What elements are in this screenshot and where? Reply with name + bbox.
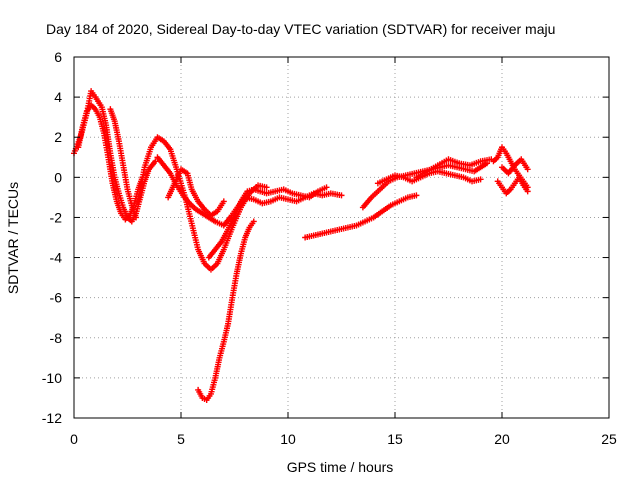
data-point xyxy=(338,192,345,199)
grid xyxy=(74,57,609,418)
x-tick-label: 20 xyxy=(494,431,510,447)
x-tick-label: 10 xyxy=(280,431,296,447)
x-tick-label: 25 xyxy=(601,431,617,447)
axis-ticks: 0 5 10 15 20 25 -12 -10 -8 -6 -4 -2 0 2 4 6 xyxy=(42,49,617,447)
chart-title: Day 184 of 2020, Sidereal Day-to-day VTE… xyxy=(46,21,555,37)
x-tick-label: 5 xyxy=(177,431,185,447)
y-axis-label: SDTVAR / TECUs xyxy=(5,182,21,294)
y-tick-label: 2 xyxy=(54,129,62,145)
data-point xyxy=(133,214,140,221)
data-point xyxy=(220,198,227,205)
data-point xyxy=(250,218,257,225)
y-tick-label: -2 xyxy=(50,209,63,225)
data-point xyxy=(477,176,484,183)
data-point xyxy=(524,166,531,173)
data-points xyxy=(71,88,531,403)
data-point xyxy=(152,158,159,165)
data-point xyxy=(263,184,270,191)
y-tick-label: -6 xyxy=(50,290,63,306)
x-tick-label: 0 xyxy=(70,431,78,447)
y-tick-label: 4 xyxy=(54,89,62,105)
data-point xyxy=(524,188,531,195)
y-tick-label: 6 xyxy=(54,49,62,65)
plot-frame xyxy=(73,56,610,419)
y-tick-label: -12 xyxy=(42,410,62,426)
data-point xyxy=(413,192,420,199)
x-tick-label: 15 xyxy=(387,431,403,447)
y-tick-label: -4 xyxy=(50,250,63,266)
x-axis-label: GPS time / hours xyxy=(287,459,394,475)
y-tick-label: -8 xyxy=(50,330,63,346)
y-tick-label: -10 xyxy=(42,370,62,386)
data-point xyxy=(323,184,330,191)
y-tick-label: 0 xyxy=(54,169,62,185)
